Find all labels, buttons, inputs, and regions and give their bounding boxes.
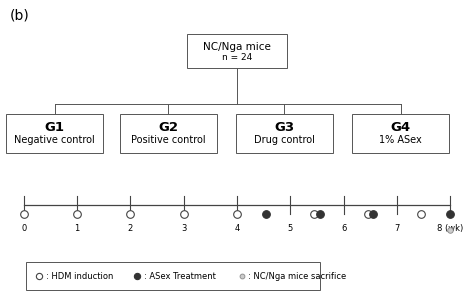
Text: 1: 1 bbox=[74, 224, 80, 233]
Text: G1: G1 bbox=[45, 121, 64, 134]
FancyBboxPatch shape bbox=[352, 113, 449, 153]
Text: G4: G4 bbox=[391, 121, 410, 134]
FancyBboxPatch shape bbox=[26, 262, 320, 290]
Text: : ASex Treatment: : ASex Treatment bbox=[144, 272, 216, 281]
FancyBboxPatch shape bbox=[187, 35, 287, 68]
Text: Drug control: Drug control bbox=[254, 135, 315, 145]
Text: Positive control: Positive control bbox=[131, 135, 206, 145]
Text: G3: G3 bbox=[274, 121, 294, 134]
Text: Negative control: Negative control bbox=[14, 135, 95, 145]
FancyBboxPatch shape bbox=[119, 113, 217, 153]
Text: 7: 7 bbox=[394, 224, 400, 233]
Text: 4: 4 bbox=[234, 224, 240, 233]
FancyBboxPatch shape bbox=[6, 113, 103, 153]
Text: : HDM induction: : HDM induction bbox=[46, 272, 113, 281]
Text: 0: 0 bbox=[21, 224, 27, 233]
Text: 1% ASex: 1% ASex bbox=[379, 135, 422, 145]
Text: 8 (wk): 8 (wk) bbox=[437, 224, 464, 233]
Text: 2: 2 bbox=[128, 224, 133, 233]
Text: NC/Nga mice: NC/Nga mice bbox=[203, 42, 271, 52]
FancyBboxPatch shape bbox=[236, 113, 333, 153]
Text: 5: 5 bbox=[288, 224, 293, 233]
Text: 3: 3 bbox=[181, 224, 186, 233]
Text: 6: 6 bbox=[341, 224, 346, 233]
Text: G2: G2 bbox=[158, 121, 178, 134]
Text: (b): (b) bbox=[9, 9, 29, 23]
Text: n = 24: n = 24 bbox=[222, 52, 252, 62]
Text: : NC/Nga mice sacrifice: : NC/Nga mice sacrifice bbox=[248, 272, 346, 281]
